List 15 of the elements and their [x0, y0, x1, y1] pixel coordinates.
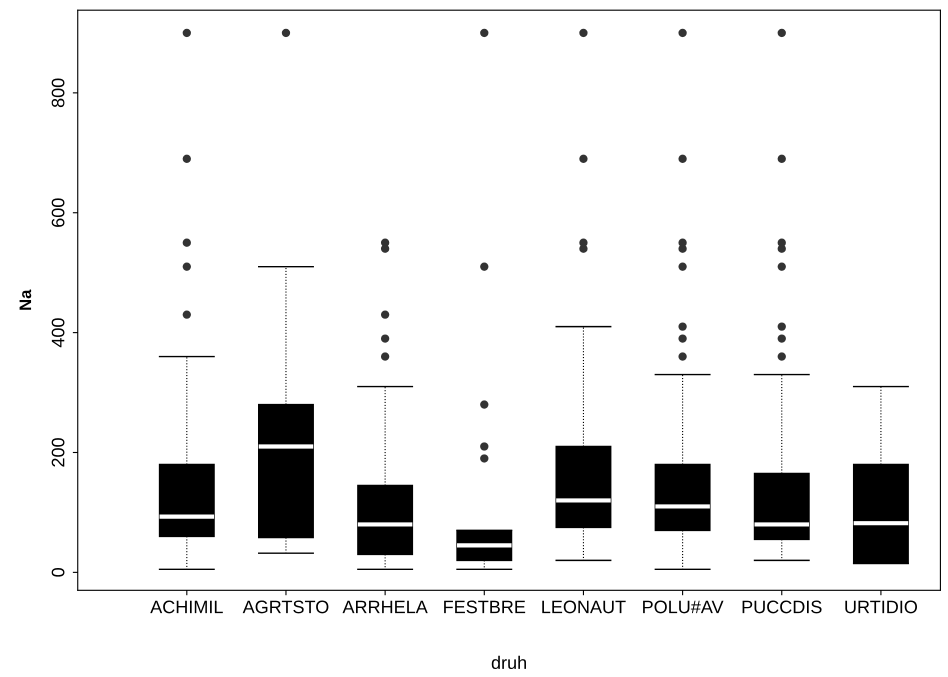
x-tick-label: FESTBRE: [444, 600, 526, 614]
y-tick-label: 0: [52, 568, 64, 577]
y-tick-label: 400: [52, 318, 64, 348]
x-tick-label: LEONAUT: [542, 600, 626, 614]
x-tick-label: AGRTSTO: [242, 600, 328, 614]
y-axis-title: Na: [20, 289, 32, 310]
x-tick-label: PUCCDIS: [742, 600, 822, 614]
y-tick-label: 200: [52, 438, 64, 467]
x-tick-label: ARRHELA: [342, 600, 428, 614]
y-tick-label: 800: [52, 78, 64, 108]
x-tick-label: ACHIMIL: [150, 600, 223, 614]
x-tick-label: URTIDIO: [845, 600, 918, 614]
x-tick-label: POLU#AV: [643, 600, 724, 614]
x-axis-title: druh: [492, 656, 526, 670]
y-tick-label: 600: [52, 198, 64, 227]
